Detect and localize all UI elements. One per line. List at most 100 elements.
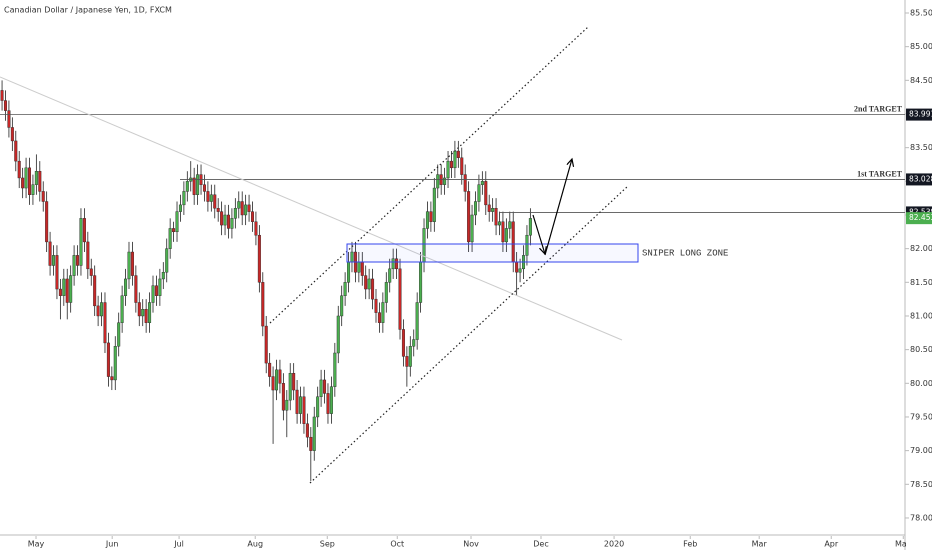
y-tick-label: 81.000 (910, 311, 932, 320)
candle-body (374, 298, 378, 313)
candle-body (271, 376, 275, 391)
candle-body (38, 171, 42, 192)
candle-body (216, 208, 220, 212)
candle-body (254, 221, 258, 236)
candle-body (134, 275, 138, 303)
candle-body (408, 346, 412, 367)
candle-body (525, 234, 529, 256)
plot (0, 80, 532, 481)
candle-body (398, 268, 402, 330)
candle-body (504, 228, 508, 243)
candle-body (0, 90, 4, 101)
x-tick-label: Jul (173, 540, 184, 549)
candle-body (14, 140, 18, 162)
candle-body (93, 275, 97, 307)
candle-body (275, 369, 279, 391)
candle-body (24, 167, 28, 189)
candle-body (429, 211, 433, 222)
candle-body (278, 369, 282, 384)
trend-line (0, 76, 623, 341)
candle-body (117, 322, 121, 347)
y-tick-label: 80.500 (910, 345, 932, 354)
candle-body (182, 191, 186, 206)
arrow-up (544, 159, 572, 256)
candle-body (288, 373, 292, 401)
candle-body (453, 150, 457, 169)
candle-body (477, 184, 481, 202)
candle-body (333, 352, 337, 387)
x-tick-label: May (895, 540, 912, 549)
candle-body (501, 221, 505, 243)
y-tick-label: 78.000 (910, 513, 932, 522)
candle-body (65, 278, 69, 303)
candle-body (443, 177, 447, 185)
y-tick-label: 80.000 (910, 379, 932, 388)
candle-body (528, 218, 532, 236)
x-tick-label: Mar (752, 540, 768, 549)
candle-body (312, 416, 316, 451)
candle-body (226, 214, 230, 229)
y-tick-label: 79.500 (910, 412, 932, 421)
candle-body (127, 251, 131, 280)
candle-body (48, 241, 52, 266)
price-tag-label: 82.538 (909, 207, 932, 216)
candle-body (319, 379, 323, 397)
candle-body (401, 329, 405, 357)
candle-body (419, 261, 423, 303)
candle-body (34, 171, 38, 185)
candle-body (305, 423, 309, 438)
candle-body (268, 362, 272, 377)
candle-body (213, 194, 217, 209)
candle-body (151, 285, 155, 303)
candle-body (299, 396, 303, 414)
candle-body (192, 177, 196, 195)
candle-body (446, 160, 450, 179)
candle-body (120, 295, 124, 323)
candle-body (233, 208, 237, 219)
candle-body (41, 191, 45, 202)
candle-body (161, 272, 165, 280)
candle-body (3, 100, 7, 111)
candle-body (52, 255, 56, 266)
x-tick-label: Apr (824, 540, 839, 549)
x-tick-label: Aug (247, 540, 263, 549)
candle-body (449, 160, 453, 169)
arrow-down (532, 214, 545, 254)
candle-body (257, 234, 261, 283)
candle-body (247, 204, 251, 212)
x-tick-label: Nov (463, 540, 479, 549)
candle-body (31, 184, 35, 195)
y-tick-label: 84.500 (910, 76, 932, 85)
candle-body (100, 302, 104, 317)
candle-body (497, 221, 501, 226)
candle-body (463, 174, 467, 192)
candle-body (432, 187, 436, 222)
x-tick-label: May (28, 540, 45, 549)
y-tick-label: 85.500 (910, 8, 932, 17)
candle-body (28, 167, 32, 195)
candle-body (72, 255, 76, 276)
candle-body (237, 201, 241, 209)
candle-body (371, 278, 375, 300)
candle-body (76, 255, 80, 266)
candle-body (89, 268, 93, 276)
y-tick-label: 85.000 (910, 42, 932, 51)
x-axis: May Jun Jul Aug Sep Oct Nov Dec 2020 Feb Mar Apr May (28, 536, 912, 549)
y-tick-label: 78.500 (910, 480, 932, 489)
candle-body (144, 309, 148, 323)
candle-body (45, 201, 49, 243)
candle-body (154, 285, 158, 296)
candle-body (377, 312, 381, 323)
price-tag (906, 108, 932, 121)
candle-body (130, 251, 134, 276)
candle-body (460, 157, 464, 175)
candle-body (10, 127, 14, 142)
candle-body (96, 305, 100, 317)
candle-body (425, 211, 429, 229)
candle-body (175, 211, 179, 233)
candle-body (79, 218, 83, 266)
candle-body (69, 275, 73, 303)
candle-body (285, 399, 289, 411)
candle-body (415, 302, 419, 340)
